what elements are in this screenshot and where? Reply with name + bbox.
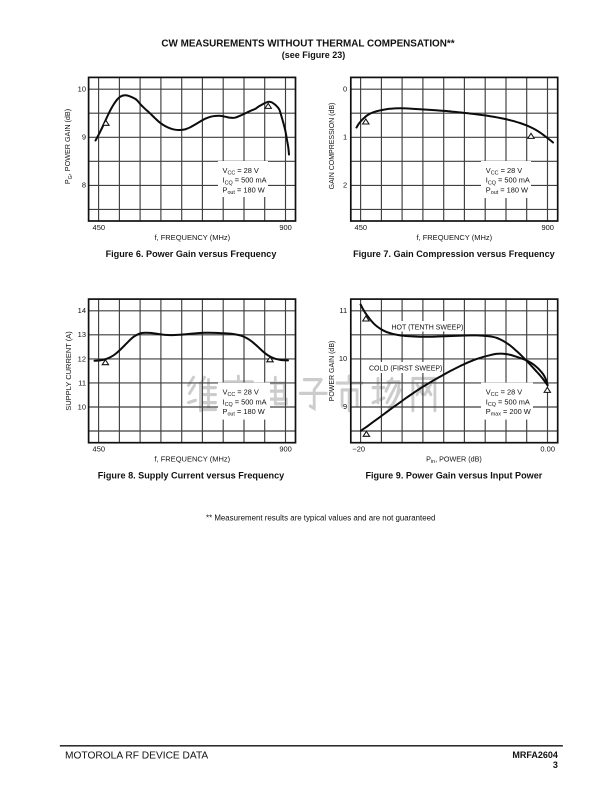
svg-text:450: 450 (93, 445, 106, 454)
svg-text:Figure 8. Supply Current versu: Figure 8. Supply Current versus Frequenc… (98, 471, 285, 481)
svg-text:Pout​ = 180 W: Pout​ = 180 W (223, 407, 265, 418)
svg-text:f, FREQUENCY (MHz): f, FREQUENCY (MHz) (154, 233, 230, 242)
svg-text:Pin​, POWER (dB): Pin​, POWER (dB) (426, 454, 482, 465)
svg-text:f, FREQUENCY (MHz): f, FREQUENCY (MHz) (154, 454, 230, 463)
svg-text:CW MEASUREMENTS WITHOUT THERMA: CW MEASUREMENTS WITHOUT THERMAL COMPENSA… (161, 38, 454, 49)
svg-text:POWER GAIN (dB): POWER GAIN (dB) (329, 341, 336, 402)
svg-text:900: 900 (541, 223, 554, 232)
svg-text:9: 9 (82, 133, 86, 142)
svg-text:SUPPLY CURRENT (A): SUPPLY CURRENT (A) (64, 331, 73, 411)
svg-text:MRFA2604: MRFA2604 (512, 750, 558, 760)
svg-text:** Measurement results are typ: ** Measurement results are typical value… (206, 514, 435, 523)
svg-text:COLD (FIRST SWEEP): COLD (FIRST SWEEP) (369, 365, 442, 372)
svg-text:450: 450 (93, 223, 106, 232)
svg-text:Figure 6. Power Gain versus Fr: Figure 6. Power Gain versus Frequency (106, 249, 278, 259)
svg-text:−20: −20 (352, 445, 365, 454)
svg-text:13: 13 (78, 330, 86, 339)
svg-text:PG​, POWER GAIN (dB): PG​, POWER GAIN (dB) (63, 109, 74, 184)
svg-text:12: 12 (78, 354, 86, 363)
svg-text:GAIN COMPRESSION (dB): GAIN COMPRESSION (dB) (329, 103, 336, 190)
svg-text:(see Figure 23): (see Figure 23) (282, 50, 346, 60)
svg-text:Figure 9. Power Gain versus In: Figure 9. Power Gain versus Input Power (365, 471, 542, 481)
svg-text:ICQ​ = 500 mA: ICQ​ = 500 mA (223, 397, 267, 408)
svg-text:10: 10 (339, 354, 347, 363)
svg-text:14: 14 (78, 306, 86, 315)
svg-text:10: 10 (78, 402, 86, 411)
svg-text:MOTOROLA RF DEVICE DATA: MOTOROLA RF DEVICE DATA (65, 751, 208, 762)
svg-text:ICQ​ = 500 mA: ICQ​ = 500 mA (223, 176, 267, 187)
svg-text:Pmax​ = 200 W: Pmax​ = 200 W (486, 407, 531, 418)
svg-text:2: 2 (343, 181, 347, 190)
svg-text:VCC​ = 28 V: VCC​ = 28 V (486, 166, 522, 177)
svg-text:f, FREQUENCY (MHz): f, FREQUENCY (MHz) (416, 233, 492, 242)
svg-text:0: 0 (343, 85, 347, 94)
svg-text:8: 8 (82, 181, 86, 190)
svg-text:1: 1 (343, 133, 347, 142)
svg-text:Figure 7. Gain Compression ver: Figure 7. Gain Compression versus Freque… (353, 249, 556, 259)
svg-text:9: 9 (343, 402, 347, 411)
svg-text:900: 900 (279, 445, 292, 454)
svg-text:0.00: 0.00 (540, 445, 555, 454)
svg-text:ICQ​ = 500 mA: ICQ​ = 500 mA (486, 176, 530, 187)
svg-text:ICQ​ = 500 mA: ICQ​ = 500 mA (486, 397, 530, 408)
svg-text:11: 11 (339, 306, 347, 315)
svg-text:VCC​ = 28 V: VCC​ = 28 V (486, 388, 522, 399)
svg-text:HOT (TENTH SWEEP): HOT (TENTH SWEEP) (392, 324, 464, 331)
svg-text:900: 900 (279, 223, 292, 232)
svg-text:11: 11 (78, 378, 86, 387)
svg-text:VCC​ = 28 V: VCC​ = 28 V (223, 388, 259, 399)
svg-text:450: 450 (355, 223, 368, 232)
svg-text:3: 3 (553, 760, 558, 770)
svg-text:VCC​ = 28 V: VCC​ = 28 V (223, 166, 259, 177)
svg-text:10: 10 (78, 85, 86, 94)
svg-text:Pout​ = 180 W: Pout​ = 180 W (486, 186, 528, 197)
svg-text:Pout​ = 180 W: Pout​ = 180 W (223, 186, 265, 197)
